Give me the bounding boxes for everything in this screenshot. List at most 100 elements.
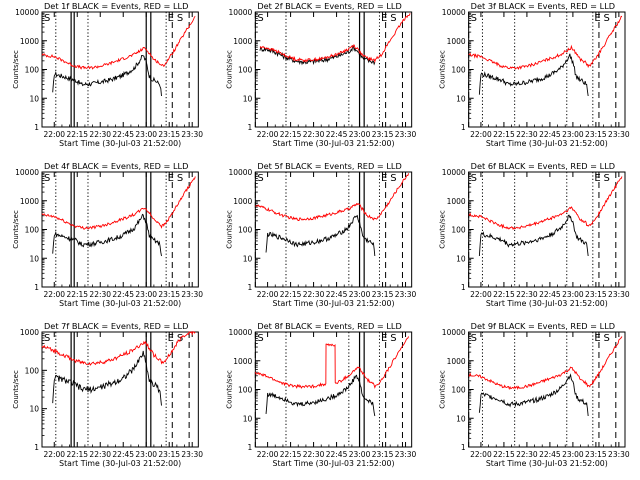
y-tick-label: 1 [34,123,39,132]
panel-title: Det 5f BLACK = Events, RED = LLD [257,161,401,171]
x-tick-label: 23:00 [562,290,584,299]
y-tick-label: 1000 [447,37,466,46]
x-tick-label: 22:15 [66,290,88,299]
x-tick-label: 23:30 [608,450,630,459]
flag-letter: E [168,333,174,344]
x-tick-label: 22:45 [112,130,134,139]
y-tick-label: 100 [238,386,253,395]
flag-letter: S [44,173,50,184]
events-series-line [478,53,589,97]
x-tick-label: 22:30 [516,290,538,299]
y-tick-label: 1000 [20,37,39,46]
y-tick-label: 10000 [15,8,39,17]
lld-series-line [468,336,623,391]
x-tick-label: 22:15 [493,130,515,139]
x-tick-label: 22:15 [493,290,515,299]
plot-frame [41,331,199,448]
y-axis-title: Counts/sec [12,370,20,409]
lld-series-line [255,173,410,221]
x-tick-label: 22:30 [303,450,325,459]
x-axis-title: Start Time (30-Jul-03 21:52:00) [486,299,608,308]
x-tick-label: 22:15 [493,450,515,459]
flag-letter: S [257,13,263,24]
flag-letter: E [594,13,600,24]
plot-frame [468,171,626,288]
y-axis-title: Counts/sec [225,210,233,249]
x-tick-label: 23:15 [585,130,607,139]
y-tick-label: 1000 [20,328,39,337]
flag-letter: S [604,173,610,184]
x-tick-label: 23:00 [349,450,371,459]
y-axis: 1 10 100 1000 10000 [15,8,47,132]
y-axis-title: Counts/sec [439,50,447,89]
panel-title: Det 4f BLACK = Events, RED = LLD [44,161,188,171]
x-axis: 22:00 22:15 22:30 22:45 23:00 23:15 23:30 [43,172,203,299]
flag-letter: E [168,13,174,24]
x-tick-label: 22:30 [303,130,325,139]
lld-series-line [468,15,623,70]
x-tick-label: 22:00 [470,450,492,459]
y-tick-label: 100 [238,226,253,235]
panel-title: Det 9f BLACK = Events, RED = LLD [471,321,615,331]
x-tick-label: 22:15 [66,450,88,459]
y-tick-label: 1 [461,123,466,132]
flag-letter: S [44,13,50,24]
y-tick-label: 10 [243,94,253,103]
flag-letter: S [177,13,183,24]
y-tick-label: 10000 [228,8,252,17]
x-tick-label: 23:30 [395,290,417,299]
panel-title: Det 6f BLACK = Events, RED = LLD [471,161,615,171]
y-tick-label: 1 [248,443,253,452]
x-tick-label: 23:15 [158,290,180,299]
x-tick-label: 23:00 [562,450,584,459]
plot-frame [468,331,626,448]
y-axis-title: Counts/sec [439,370,447,409]
plot-frame [254,171,413,288]
y-axis-title: Counts/sec [12,50,20,89]
lld-series-line [468,176,623,231]
x-tick-label: 22:00 [43,290,65,299]
flag-letter: S [390,13,396,24]
x-tick-label: 23:00 [349,290,371,299]
flag-letter: S [177,173,183,184]
flag-letter: S [604,333,610,344]
x-tick-label: 23:00 [135,450,157,459]
y-tick-label: 10 [456,254,466,263]
y-axis: 1 10 100 1000 [20,328,47,452]
detector-panel-1: Det 1f BLACK = Events, RED = LLD 1 10 100 10… [12,1,203,148]
x-tick-label: 22:00 [43,450,65,459]
panel-title: Det 2f BLACK = Events, RED = LLD [257,1,401,11]
flag-letter: S [390,333,396,344]
x-tick-label: 23:00 [562,130,584,139]
y-tick-label: 10 [29,94,39,103]
y-tick-label: 100 [238,66,253,75]
x-tick-label: 23:15 [372,450,394,459]
y-axis: 1 10 100 1000 10000 [228,8,261,132]
x-tick-label: 22:15 [280,130,302,139]
x-tick-label: 22:00 [43,130,65,139]
x-tick-label: 22:30 [89,450,111,459]
y-tick-label: 10000 [228,328,252,337]
flag-letter: E [381,173,387,184]
x-tick-label: 22:45 [326,450,348,459]
x-tick-label: 23:15 [372,130,394,139]
detector-panel-8: Det 8f BLACK = Events, RED = LLD 1 10 100 10… [225,321,416,468]
x-tick-label: 22:45 [112,290,134,299]
y-tick-label: 100 [25,66,40,75]
plot-frame [41,171,199,288]
x-axis: 22:00 22:15 22:30 22:45 23:00 23:15 23:30 [470,332,630,459]
plot-frame [41,11,199,128]
y-tick-label: 1000 [447,357,466,366]
y-tick-label: 100 [451,386,466,395]
panel-title: Det 1f BLACK = Events, RED = LLD [44,1,188,11]
lld-series-line [254,336,410,389]
y-tick-label: 1000 [233,37,252,46]
flag-letter: S [257,173,263,184]
lld-series-line [259,13,411,64]
flag-letter: S [471,13,477,24]
y-tick-label: 1 [34,443,39,452]
x-tick-label: 22:45 [539,130,561,139]
detector-panel-9: Det 9f BLACK = Events, RED = LLD 1 10 100 10… [439,321,630,468]
lld-series-line [41,330,196,366]
x-tick-label: 23:30 [608,290,630,299]
